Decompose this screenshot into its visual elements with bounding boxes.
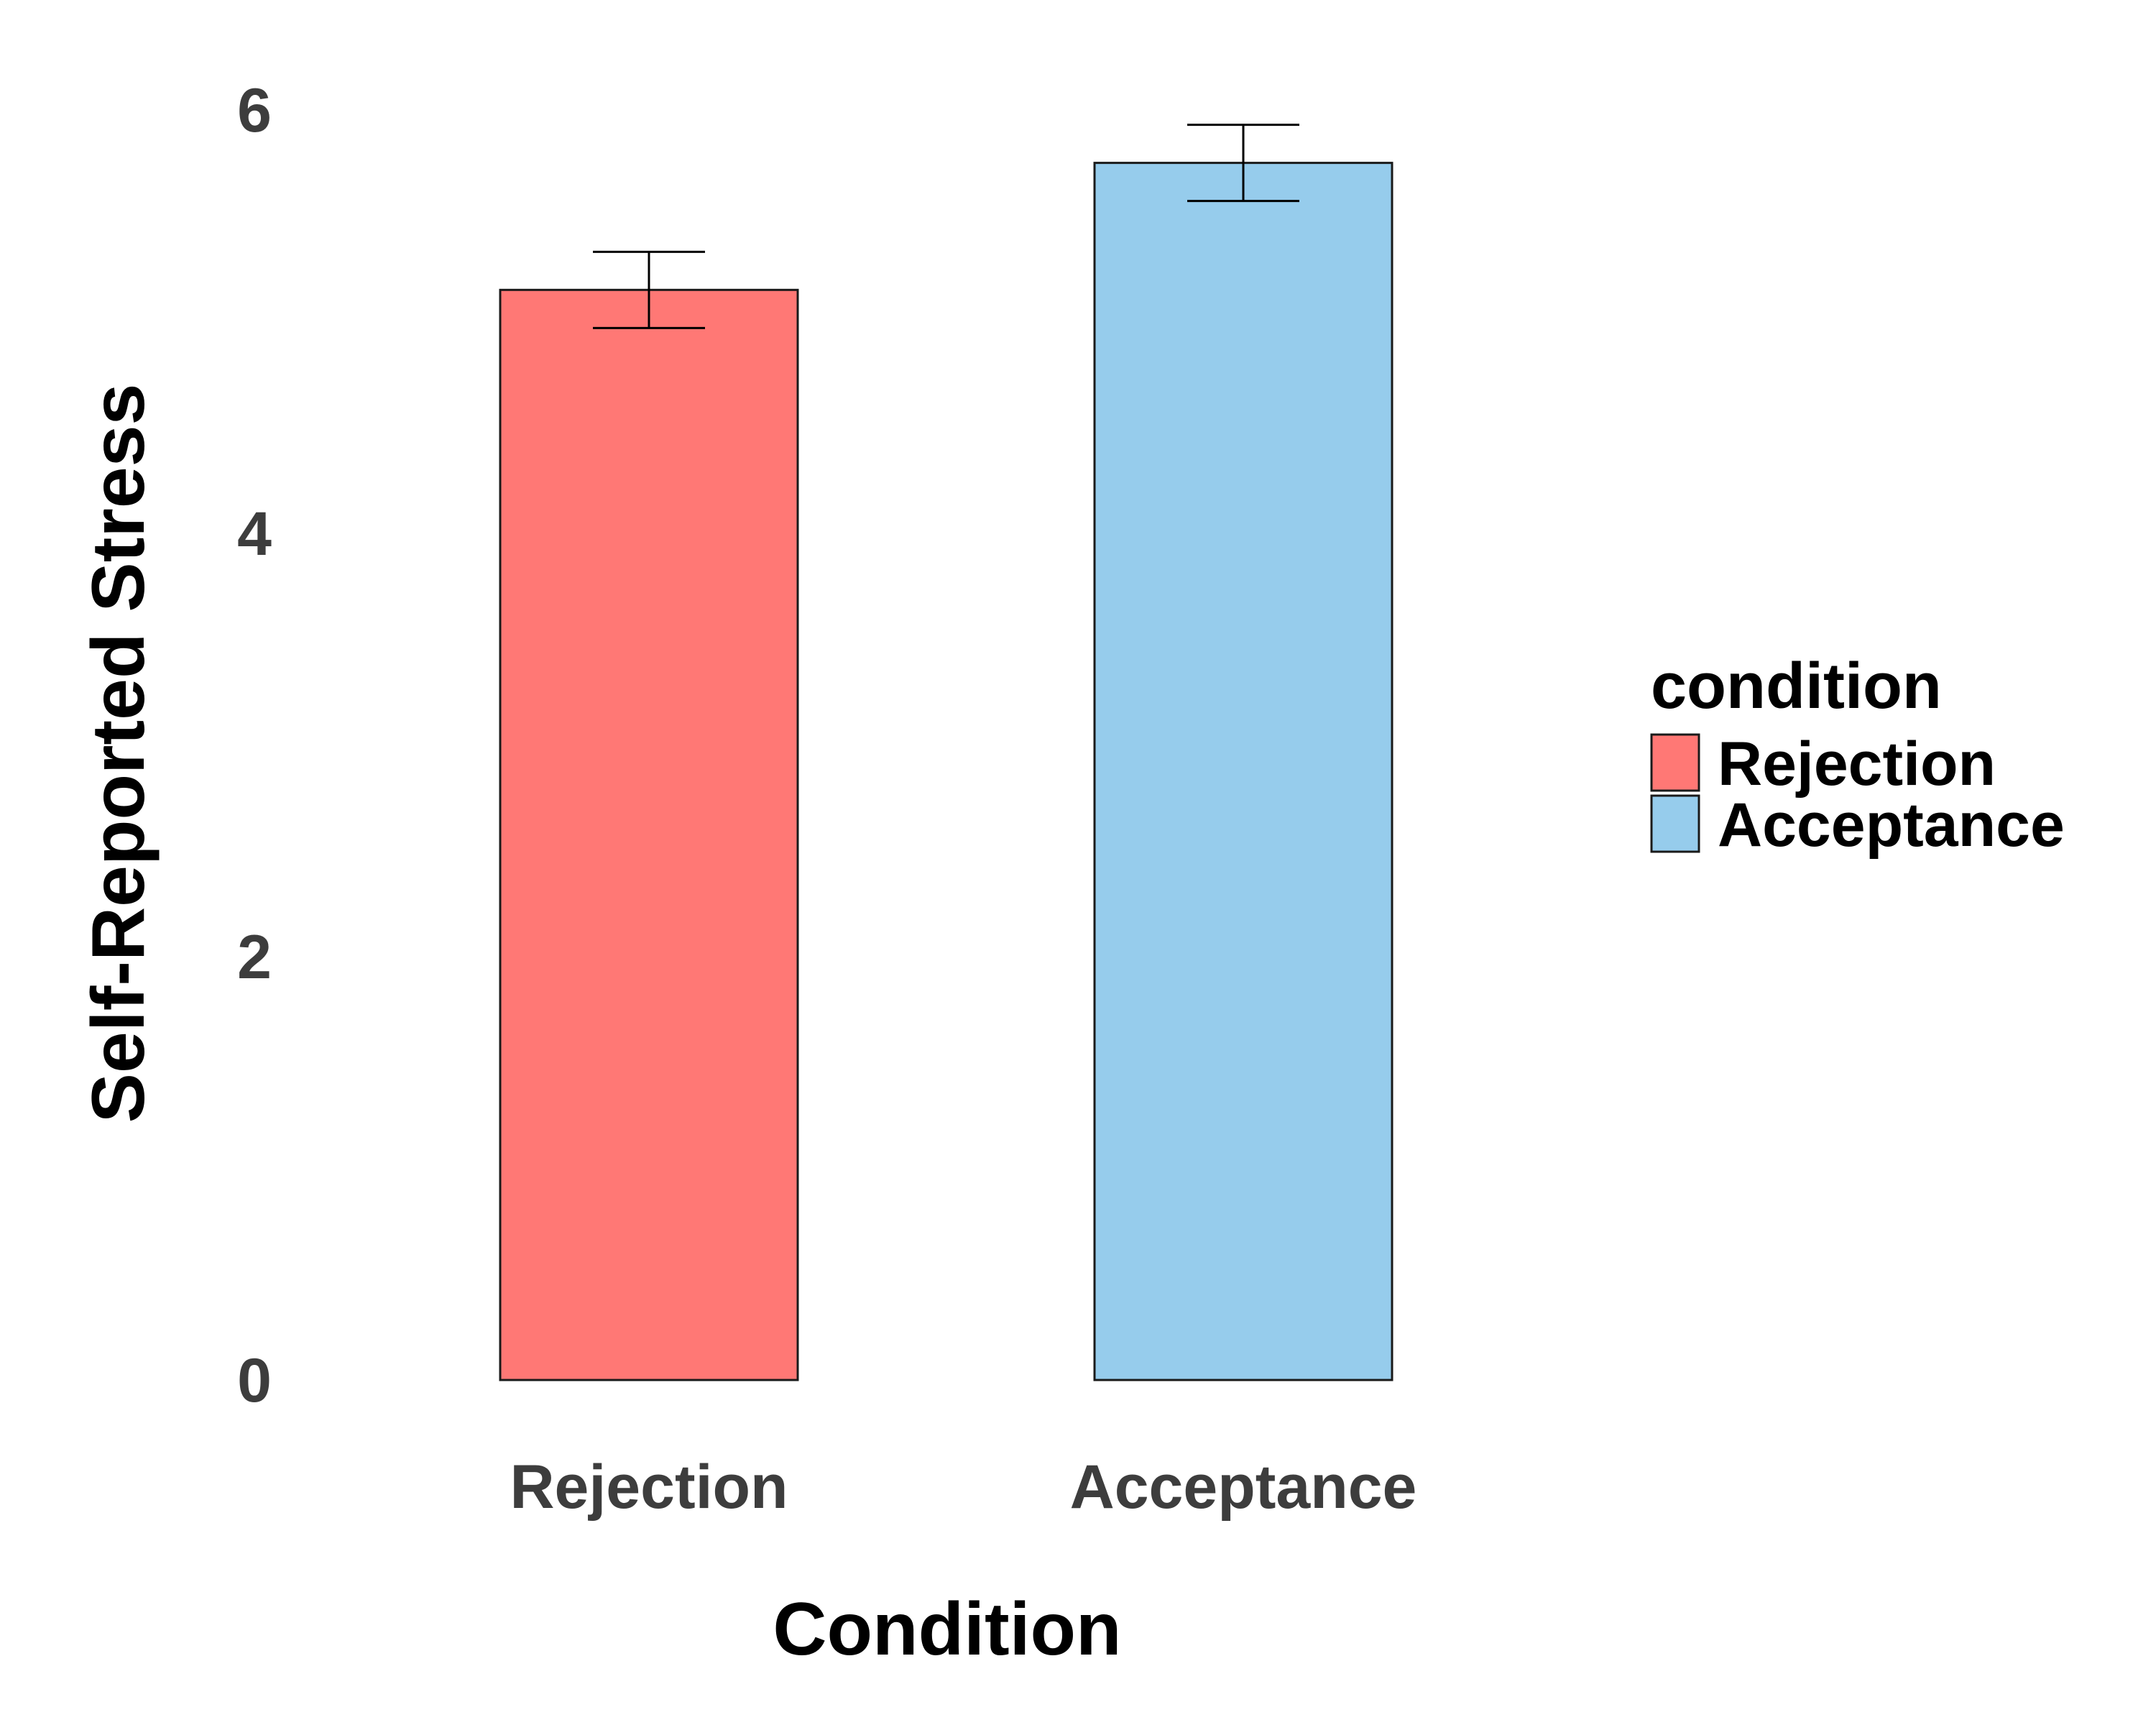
- x-axis-title: Condition: [773, 1588, 1121, 1671]
- bar-acceptance: [1093, 162, 1393, 1381]
- x-tick-label: Rejection: [510, 1453, 788, 1522]
- y-axis-ticks: 0 2 4 6: [237, 76, 272, 1415]
- y-tick-label: 6: [237, 76, 272, 145]
- bars: [499, 162, 1393, 1381]
- x-tick-label: Acceptance: [1070, 1453, 1417, 1522]
- legend-swatch-acceptance: [1650, 794, 1700, 853]
- y-axis-title: Self-Reported Stress: [77, 384, 160, 1123]
- error-bars: [593, 124, 1299, 329]
- legend-title: condition: [1651, 650, 1942, 722]
- legend-label: Acceptance: [1718, 791, 2065, 860]
- x-axis-ticks: Rejection Acceptance: [510, 1453, 1416, 1522]
- y-tick-label: 0: [237, 1346, 272, 1415]
- bar-rejection: [499, 288, 799, 1381]
- y-tick-label: 4: [237, 500, 272, 569]
- legend-swatch-rejection: [1650, 733, 1700, 792]
- y-tick-label: 2: [237, 923, 272, 992]
- legend-label: Rejection: [1718, 730, 1996, 799]
